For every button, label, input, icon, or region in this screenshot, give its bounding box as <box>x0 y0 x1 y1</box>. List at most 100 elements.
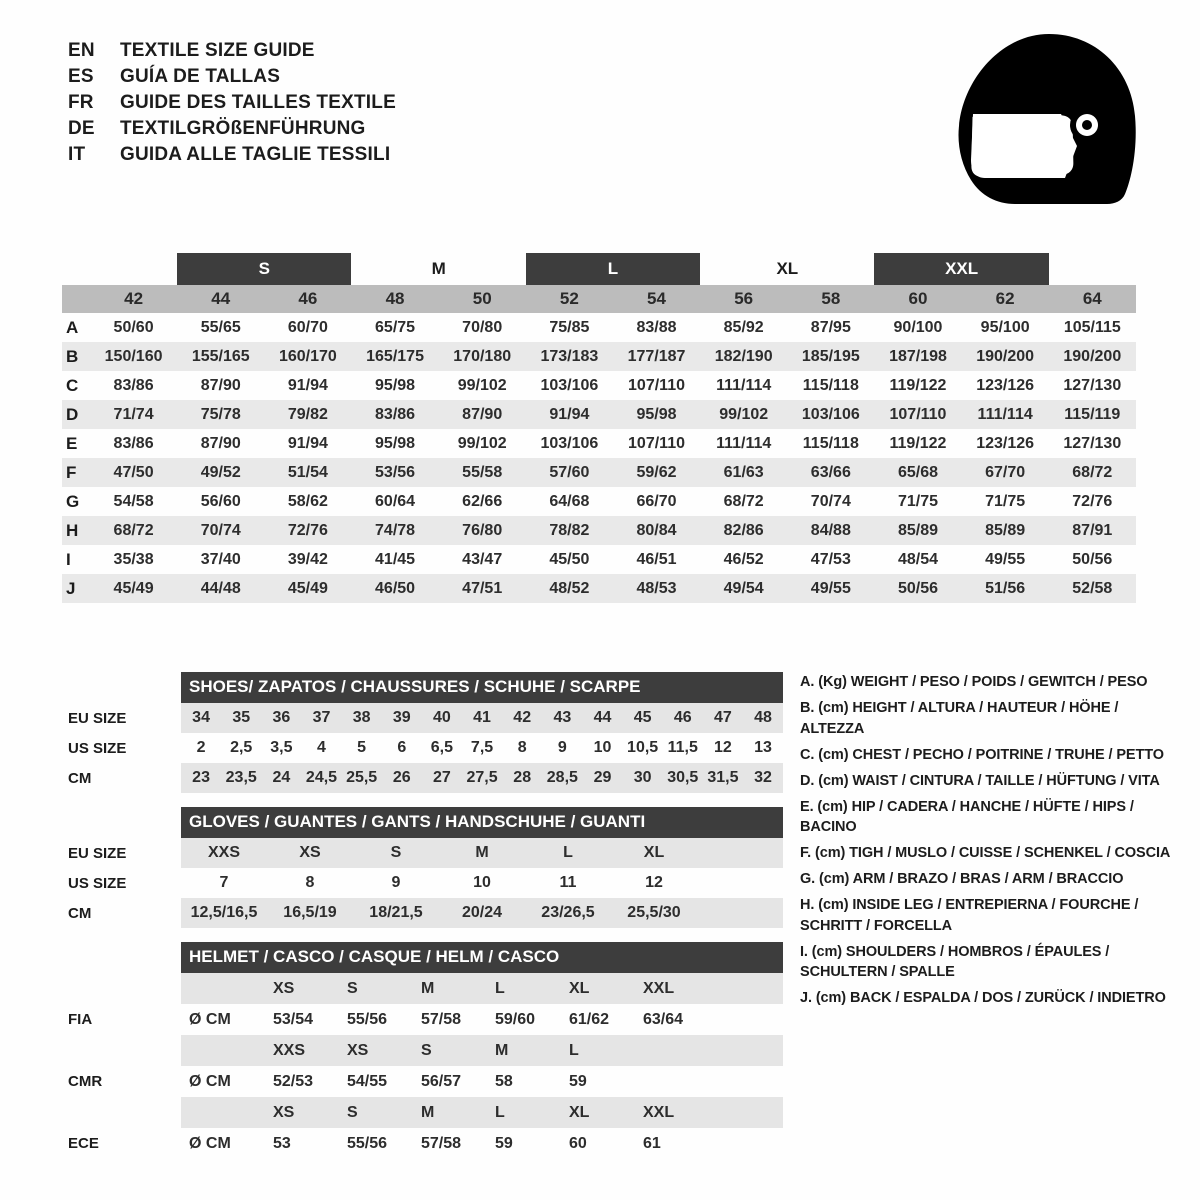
row-key-F: F <box>66 462 77 482</box>
gloves-cell: M <box>475 844 489 861</box>
measurement-cell: 48/53 <box>636 579 677 597</box>
measurement-cell: 72/76 <box>287 521 328 539</box>
helmet-size-cell <box>709 973 783 1004</box>
helmet-size-unit-spacer <box>181 1035 265 1066</box>
measurement-cell: 127/130 <box>1063 376 1122 394</box>
measurement-cell: 65/75 <box>375 318 416 336</box>
helmet-size-row-label <box>68 1097 181 1128</box>
shoes-row: CM 23 23,5 24 24,5 25,5 26 27 27,5 28 28,5 29 30 30,5… <box>68 763 783 793</box>
row-key-C: C <box>66 375 79 395</box>
helmet-size-cell: M <box>495 1041 509 1059</box>
measurement-cell: 71/75 <box>897 492 938 510</box>
measurement-cell: 35/38 <box>113 550 154 568</box>
measurement-cell: 72/76 <box>1072 492 1113 510</box>
measurement-cell: 87/95 <box>810 318 851 336</box>
measurement-cell: 119/122 <box>889 376 947 394</box>
shoes-cell: 23 <box>192 769 210 786</box>
shoes-cell: 32 <box>754 769 772 786</box>
row-key-J: J <box>66 578 76 598</box>
accessory-tables: SHOES/ ZAPATOS / CHAUSSURES / SCHUHE / S… <box>68 672 783 1173</box>
gloves-cell: 16,5/19 <box>283 904 337 921</box>
helmet-unit-label: Ø CM <box>189 1010 231 1028</box>
helmet-size-cell: XS <box>273 979 295 997</box>
measurement-cell: 57/60 <box>549 463 590 481</box>
helmet-size-cell: S <box>347 1103 358 1121</box>
measurement-cell: 50/60 <box>113 318 154 336</box>
helmet-size-cell: XL <box>569 979 590 997</box>
helmet-size-cell: L <box>495 979 505 997</box>
helmet-value-cell: 53/54 <box>273 1010 314 1028</box>
size-band-s: S <box>177 253 352 285</box>
helmet-size-unit-spacer <box>181 973 265 1004</box>
measurement-cell: 70/80 <box>462 318 503 336</box>
title-row: IT GUIDA ALLE TAGLIE TESSILI <box>68 144 396 170</box>
shoes-cell: 48 <box>754 709 772 726</box>
measurement-cell: 99/102 <box>719 405 769 423</box>
measurement-cell: 65/68 <box>897 463 938 481</box>
shoes-cell: 9 <box>557 739 567 756</box>
measurement-cell: 83/86 <box>113 434 154 452</box>
helmet-size-cell: XXL <box>643 1103 675 1121</box>
measurement-cell: 71/74 <box>113 405 154 423</box>
shoes-cell: 6 <box>397 739 407 756</box>
measurement-cell: 46/50 <box>375 579 416 597</box>
numeric-size-header-52: 52 <box>559 289 579 308</box>
measurement-cell: 111/114 <box>716 434 772 452</box>
measurement-cell: 47/50 <box>113 463 154 481</box>
helmet-size-cell: XL <box>569 1103 590 1121</box>
helmet-value-cell: 59 <box>495 1134 513 1152</box>
gloves-cell: 7 <box>219 874 229 891</box>
gloves-table-title: GLOVES / GUANTES / GANTS / HANDSCHUHE / … <box>181 807 783 838</box>
gloves-cell: 25,5/30 <box>627 904 681 921</box>
measurement-cell: 68/72 <box>723 492 764 510</box>
measurement-cell: 43/47 <box>462 550 503 568</box>
measurement-cell: 123/126 <box>976 376 1035 394</box>
measurement-cell: 44/48 <box>200 579 241 597</box>
shoes-cell: 27 <box>433 769 451 786</box>
helmet-rows: XS S M L XL XXL FIA Ø CM 53/54 55/56 57/58 59/60 61/… <box>68 973 783 1159</box>
measurement-cell: 95/100 <box>980 318 1030 336</box>
shoes-row-label: CM <box>68 769 92 787</box>
shoes-cell: 47 <box>714 709 732 726</box>
numeric-size-header-58: 58 <box>821 289 841 308</box>
legend-item: D. (cm) WAIST / CINTURA / TAILLE / HÜFTU… <box>800 772 1160 789</box>
shoes-cell: 23,5 <box>225 769 257 786</box>
helmet-value-cells: Ø CM 53/54 55/56 57/58 59/60 61/62 63/64 <box>181 1004 783 1035</box>
legend-item: B. (cm) HEIGHT / ALTURA / HAUTEUR / HÖHE… <box>800 700 1119 737</box>
measurement-cell: 37/40 <box>200 550 241 568</box>
measurement-cell: 95/98 <box>375 434 416 452</box>
measurement-cell: 49/55 <box>985 550 1026 568</box>
measurement-cell: 39/42 <box>287 550 328 568</box>
size-band-l: L <box>525 253 701 285</box>
gloves-cell <box>697 838 783 868</box>
measurement-cell: 107/110 <box>628 376 685 394</box>
helmet-size-row: XS S M L XL XXL <box>68 973 783 1004</box>
measurement-cell: 62/66 <box>462 492 503 510</box>
numeric-size-header-48: 48 <box>385 289 405 308</box>
size-band-empty <box>90 253 177 285</box>
row-key-H: H <box>66 520 79 540</box>
racing-helmet-icon <box>945 28 1155 213</box>
helmet-size-cell: XXS <box>273 1041 306 1059</box>
gloves-cell: 8 <box>305 874 315 891</box>
measurement-cell: 87/90 <box>200 434 241 452</box>
measurement-cell: 52/58 <box>1072 579 1113 597</box>
helmet-size-row: XS S M L XL XXL <box>68 1097 783 1128</box>
measurement-cell: 91/94 <box>287 376 328 394</box>
measurement-cell: 75/78 <box>200 405 241 423</box>
measurement-cell: 84/88 <box>810 521 851 539</box>
size-band-empty <box>1049 253 1136 285</box>
shoes-cell: 46 <box>673 709 692 726</box>
shoes-cell: 30 <box>633 769 652 786</box>
measurement-cell: 41/45 <box>375 550 416 568</box>
helmet-size-row-label <box>68 1035 181 1066</box>
table-row: H 68/72 70/74 72/76 74/78 76/80 78/82 80/84 82/8… <box>62 516 1136 545</box>
measurement-cell: 68/72 <box>1072 463 1113 481</box>
measurement-cell: 155/165 <box>191 347 250 365</box>
shoes-cell: 29 <box>593 769 612 786</box>
numeric-size-header-46: 46 <box>298 289 318 308</box>
gloves-cell: S <box>390 844 402 861</box>
measurement-cell: 182/190 <box>714 347 773 365</box>
helmet-value-row: ECE Ø CM 53 55/56 57/58 59 60 61 <box>68 1128 783 1159</box>
